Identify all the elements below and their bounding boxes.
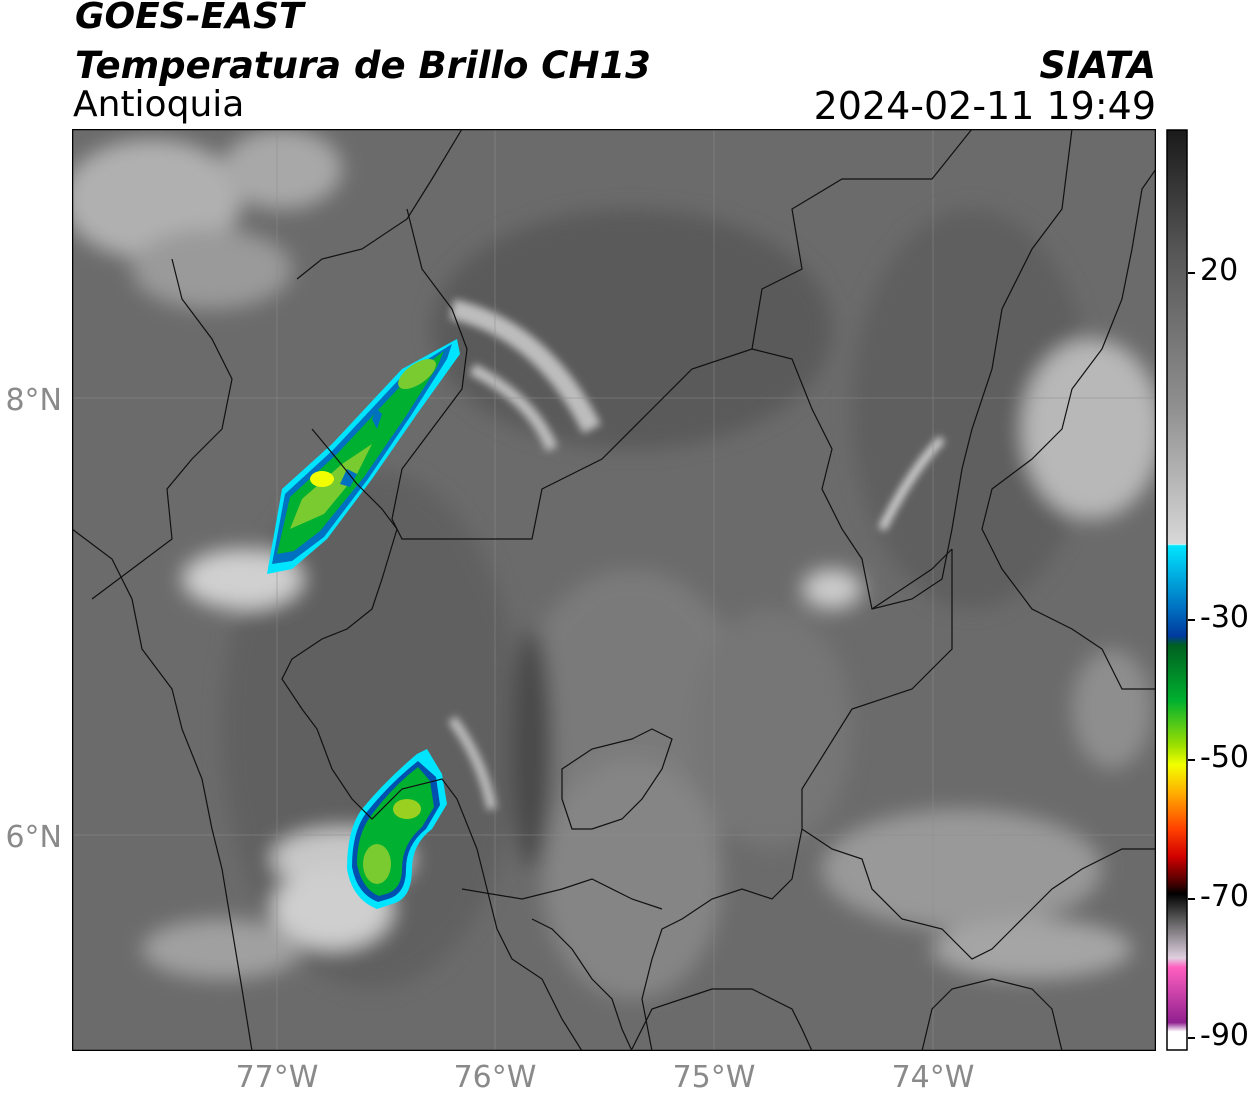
- colorbar-label-minus30: -30: [1200, 600, 1249, 635]
- colorbar-tick: [1188, 1037, 1195, 1039]
- colorbar-label-minus50: -50: [1200, 740, 1249, 775]
- colorbar-tick: [1188, 898, 1195, 900]
- colorbar: [1166, 129, 1188, 1051]
- satellite-map: [72, 129, 1156, 1051]
- lon-label-77w: 77°W: [235, 1060, 319, 1095]
- colorbar-label-minus90: -90: [1200, 1018, 1249, 1053]
- colorbar-tick: [1188, 272, 1195, 274]
- lon-label-76w: 76°W: [453, 1060, 537, 1095]
- colorbar-tick: [1188, 759, 1195, 761]
- colorbar-label-20: 20: [1200, 253, 1239, 288]
- satellite-title: GOES-EAST: [75, 0, 304, 37]
- cold-cloud-north: [267, 339, 460, 574]
- colorbar-label-minus70: -70: [1200, 879, 1249, 914]
- lon-label-75w: 75°W: [672, 1060, 756, 1095]
- organization-label: SIATA: [1039, 44, 1156, 87]
- cold-cloud-south: [347, 749, 447, 909]
- timestamp-label: 2024-02-11 19:49: [813, 84, 1156, 128]
- lat-label-6n: 6°N: [5, 820, 62, 855]
- lat-label-8n: 8°N: [5, 383, 62, 418]
- region-label: Antioquia: [73, 84, 245, 125]
- product-title: Temperatura de Brillo CH13: [75, 44, 651, 87]
- colorbar-tick: [1188, 619, 1195, 621]
- lon-label-74w: 74°W: [891, 1060, 975, 1095]
